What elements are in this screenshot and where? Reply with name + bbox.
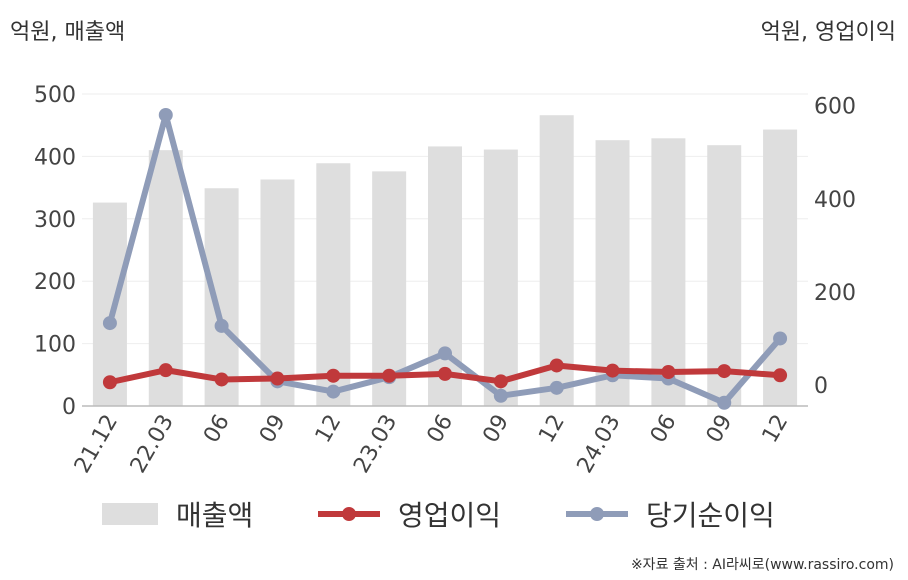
operating-profit-point xyxy=(717,364,732,379)
net-income-point xyxy=(549,380,564,395)
right-tick-label: 200 xyxy=(814,281,856,306)
net-income-point xyxy=(773,331,788,346)
operating-profit-point xyxy=(158,363,173,378)
left-tick-label: 300 xyxy=(34,208,76,233)
revenue-bar xyxy=(483,149,518,406)
left-tick-label: 0 xyxy=(62,395,76,420)
revenue-bar xyxy=(92,202,127,406)
operating-profit-point xyxy=(326,368,341,383)
revenue-bar xyxy=(651,138,686,406)
operating-profit-point xyxy=(493,374,508,389)
right-axis-unit: 억원, 영업이익 xyxy=(760,20,896,45)
net-income-point xyxy=(438,346,452,361)
legend-label-net-income: 당기순이익 xyxy=(646,499,775,532)
x-tick-label: 09 xyxy=(255,411,291,448)
operating-profit-point xyxy=(549,358,564,373)
net-income-point xyxy=(158,107,173,122)
revenue-bar xyxy=(763,129,798,406)
x-tick-label: 06 xyxy=(646,411,682,448)
x-tick-label: 12 xyxy=(758,411,794,448)
net-income-point xyxy=(493,388,508,403)
operating-profit-point xyxy=(270,371,285,386)
operating-profit-point xyxy=(214,372,229,387)
revenue-bar xyxy=(372,171,407,406)
operating-profit-point xyxy=(773,368,788,383)
x-tick-label: 23.03 xyxy=(349,411,402,478)
x-tick-label: 09 xyxy=(478,411,514,448)
legend-item-net-income: 당기순이익 xyxy=(566,494,775,534)
x-tick-label: 12 xyxy=(534,411,570,448)
left-tick-label: 400 xyxy=(34,145,76,170)
operating-profit-point xyxy=(438,366,452,381)
right-tick-label: 600 xyxy=(814,95,856,120)
operating-profit-point xyxy=(102,375,117,390)
legend-item-revenue: 매출액 xyxy=(102,494,253,534)
revenue-bars xyxy=(92,115,798,406)
net-income-point xyxy=(326,384,341,399)
legend-item-operating-profit: 영업이익 xyxy=(318,494,501,534)
combo-chart: 0 100 200 300 400 500 0 200 400 600 21.12 22.03 06 09… xyxy=(34,83,856,478)
legend-label-revenue: 매출액 xyxy=(176,499,254,532)
operating-profit-point xyxy=(661,365,676,380)
x-tick-label: 06 xyxy=(199,411,235,448)
right-tick-label: 0 xyxy=(814,374,828,399)
net-income-point xyxy=(214,318,229,333)
source-credit: ※자료 출처 : AI라씨로(www.rassiro.com) xyxy=(630,557,894,573)
x-tick-label: 21.12 xyxy=(70,411,123,478)
legend: 매출액 영업이익 당기순이익 xyxy=(0,494,908,534)
revenue-bar xyxy=(539,115,574,406)
left-axis-unit: 억원, 매출액 xyxy=(10,20,126,45)
revenue-bar xyxy=(204,188,239,406)
x-tick-label: 24.03 xyxy=(573,411,626,478)
x-tick-label: 22.03 xyxy=(126,411,179,478)
revenue-bar xyxy=(316,163,351,406)
x-tick-label: 12 xyxy=(311,411,347,448)
x-tick-label: 06 xyxy=(423,411,459,448)
legend-swatch-net-income xyxy=(566,503,628,525)
left-tick-label: 100 xyxy=(34,333,76,358)
x-tick-label: 09 xyxy=(702,411,738,448)
revenue-bar xyxy=(595,140,630,406)
revenue-bar xyxy=(707,145,742,406)
operating-profit-point xyxy=(605,363,620,378)
right-tick-label: 400 xyxy=(814,188,856,213)
left-tick-label: 500 xyxy=(34,83,76,108)
net-income-point xyxy=(102,316,117,331)
legend-swatch-operating-profit xyxy=(318,503,380,525)
legend-label-operating-profit: 영업이익 xyxy=(398,499,502,532)
net-income-point xyxy=(717,395,732,410)
operating-profit-point xyxy=(382,368,397,383)
left-tick-label: 200 xyxy=(34,270,76,295)
legend-swatch-revenue xyxy=(102,503,158,525)
profit-lines xyxy=(102,107,788,410)
